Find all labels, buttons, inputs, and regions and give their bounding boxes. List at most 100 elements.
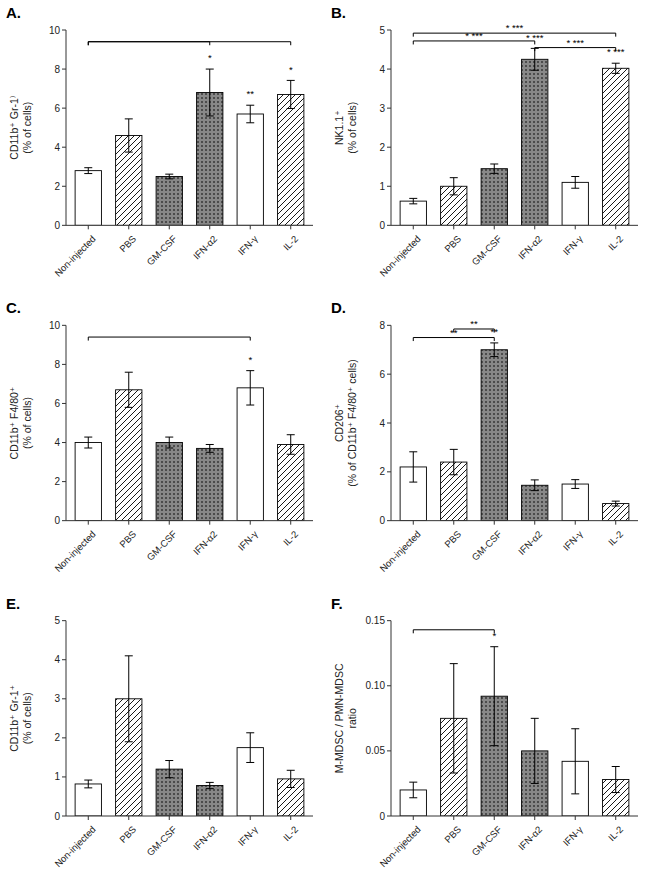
y-tick-label: 6	[54, 398, 60, 409]
error-bar	[450, 449, 458, 474]
y-tick	[387, 816, 391, 817]
y-tick	[62, 30, 66, 31]
y-tick	[387, 471, 391, 472]
y-axis-label-line: (% of CD11b⁺ F4/80⁺ cells)	[346, 359, 358, 487]
y-tick	[387, 69, 391, 70]
x-tick	[413, 521, 414, 525]
error-bar	[165, 761, 173, 778]
y-tick	[62, 816, 66, 817]
error-bar	[125, 119, 133, 152]
bar	[75, 784, 101, 816]
panel-title: A.	[6, 4, 21, 21]
y-tick	[62, 108, 66, 109]
y-axis	[66, 621, 67, 816]
bar	[75, 443, 101, 521]
y-tick	[62, 186, 66, 187]
bar	[197, 448, 223, 520]
bar	[278, 444, 304, 520]
panel-title: E.	[6, 595, 20, 612]
significance-bracket	[413, 338, 494, 342]
bracket-label: * ***	[465, 30, 483, 41]
y-tick-label: 4	[379, 418, 385, 429]
x-tick-label: Non-injected	[377, 233, 422, 278]
x-tick-label: PBS	[117, 528, 138, 549]
x-tick	[128, 225, 129, 229]
error-bar	[206, 444, 214, 452]
y-axis-label-line: (% of cells)	[21, 692, 33, 744]
x-tick-label: GM-CSF	[469, 233, 503, 267]
bar	[75, 171, 101, 226]
x-tick	[128, 816, 129, 820]
x-tick-label: IFN-γ	[236, 233, 260, 257]
y-axis-label: NK1.1⁺(% of cells)	[333, 102, 358, 154]
x-tick-label: IFN-γ	[236, 824, 260, 848]
x-tick	[453, 225, 454, 229]
bars	[75, 69, 304, 225]
x-tick-label: IL-2	[606, 233, 625, 252]
significance-bracket	[413, 630, 494, 634]
x-tick	[534, 225, 535, 229]
x-tick-label: IFN-γ	[561, 824, 585, 848]
y-tick-label: 1	[54, 771, 60, 782]
x-tick	[615, 521, 616, 525]
panel-title: D.	[331, 299, 346, 316]
y-tick	[387, 423, 391, 424]
significance-label: *	[289, 64, 293, 75]
x-tick	[169, 816, 170, 820]
error-bar	[571, 177, 579, 189]
bar	[522, 59, 548, 225]
y-tick-label: 6	[379, 369, 385, 380]
y-axis-label: M-MDSC / PMN-MDSCratio	[333, 663, 358, 773]
y-tick-label: 8	[379, 320, 385, 331]
bar	[237, 388, 263, 521]
significance-label: *	[208, 52, 212, 63]
x-tick-label: PBS	[117, 233, 138, 254]
x-axis	[66, 225, 313, 226]
y-tick	[62, 69, 66, 70]
y-tick-label: 5	[54, 615, 60, 626]
x-tick-label: GM-CSF	[144, 824, 178, 858]
bar	[156, 177, 182, 226]
x-tick	[88, 816, 89, 820]
y-axis-label-line: (% of cells)	[21, 102, 33, 154]
y-tick-label: 2	[379, 466, 385, 477]
bar	[562, 484, 588, 521]
error-bar	[531, 480, 539, 491]
y-tick	[387, 30, 391, 31]
x-axis	[66, 816, 313, 817]
y-tick-label: 0	[379, 811, 385, 822]
x-tick-label: PBS	[117, 824, 138, 845]
x-tick-label: IL-2	[606, 824, 625, 843]
background	[0, 0, 650, 886]
bars	[400, 647, 629, 816]
x-tick	[250, 521, 251, 525]
x-tick	[575, 225, 576, 229]
y-axis-label-line: (% of cells)	[21, 397, 33, 449]
figure: 0246810Non-injectedPBSGM-CSFIFN-α2IFN-γI…	[0, 0, 650, 886]
error-bar	[490, 647, 498, 746]
y-tick-label: 6	[54, 103, 60, 114]
x-tick-label: IFN-γ	[561, 233, 585, 257]
bars	[400, 343, 629, 521]
error-bar	[490, 164, 498, 173]
bar	[562, 182, 588, 225]
x-tick	[169, 521, 170, 525]
x-tick-label: PBS	[442, 824, 463, 845]
x-tick	[290, 521, 291, 525]
error-bar	[531, 718, 539, 783]
bars	[75, 371, 304, 521]
x-tick-label: GM-CSF	[144, 233, 178, 267]
x-axis	[66, 520, 313, 521]
x-tick-label: Non-injected	[52, 824, 97, 869]
x-tick	[250, 816, 251, 820]
error-bar	[246, 105, 254, 123]
panel: 012345Non-injectedPBSGM-CSFIFN-α2IFN-γIL…	[6, 595, 313, 870]
x-tick	[209, 225, 210, 229]
x-tick-label: IFN-α2	[516, 233, 544, 261]
x-axis	[391, 225, 638, 226]
x-tick	[290, 225, 291, 229]
y-axis-label-line: M-MDSC / PMN-MDSC	[333, 663, 345, 773]
y-tick-label: 2	[54, 476, 60, 487]
x-tick-label: PBS	[442, 528, 463, 549]
x-tick-label: IL-2	[281, 824, 300, 843]
